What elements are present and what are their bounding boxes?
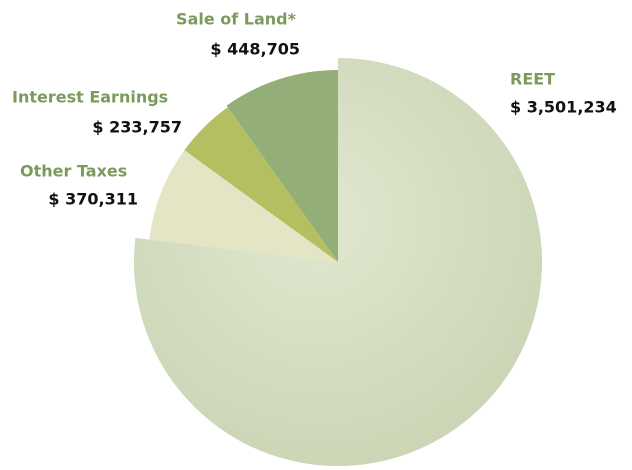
slice-label: Interest Earnings	[12, 88, 168, 107]
slice-value: $ 233,757	[92, 118, 182, 137]
slice-label: REET	[510, 70, 555, 89]
slice-value: $ 370,311	[48, 190, 138, 209]
slice-label: Sale of Land*	[176, 10, 297, 29]
pie-slice	[184, 107, 338, 262]
slice-label: Other Taxes	[20, 162, 127, 181]
pie-slice	[226, 70, 338, 262]
slice-value: $ 3,501,234	[510, 98, 617, 117]
slice-value: $ 448,705	[210, 40, 300, 59]
pie-slice	[149, 150, 338, 262]
